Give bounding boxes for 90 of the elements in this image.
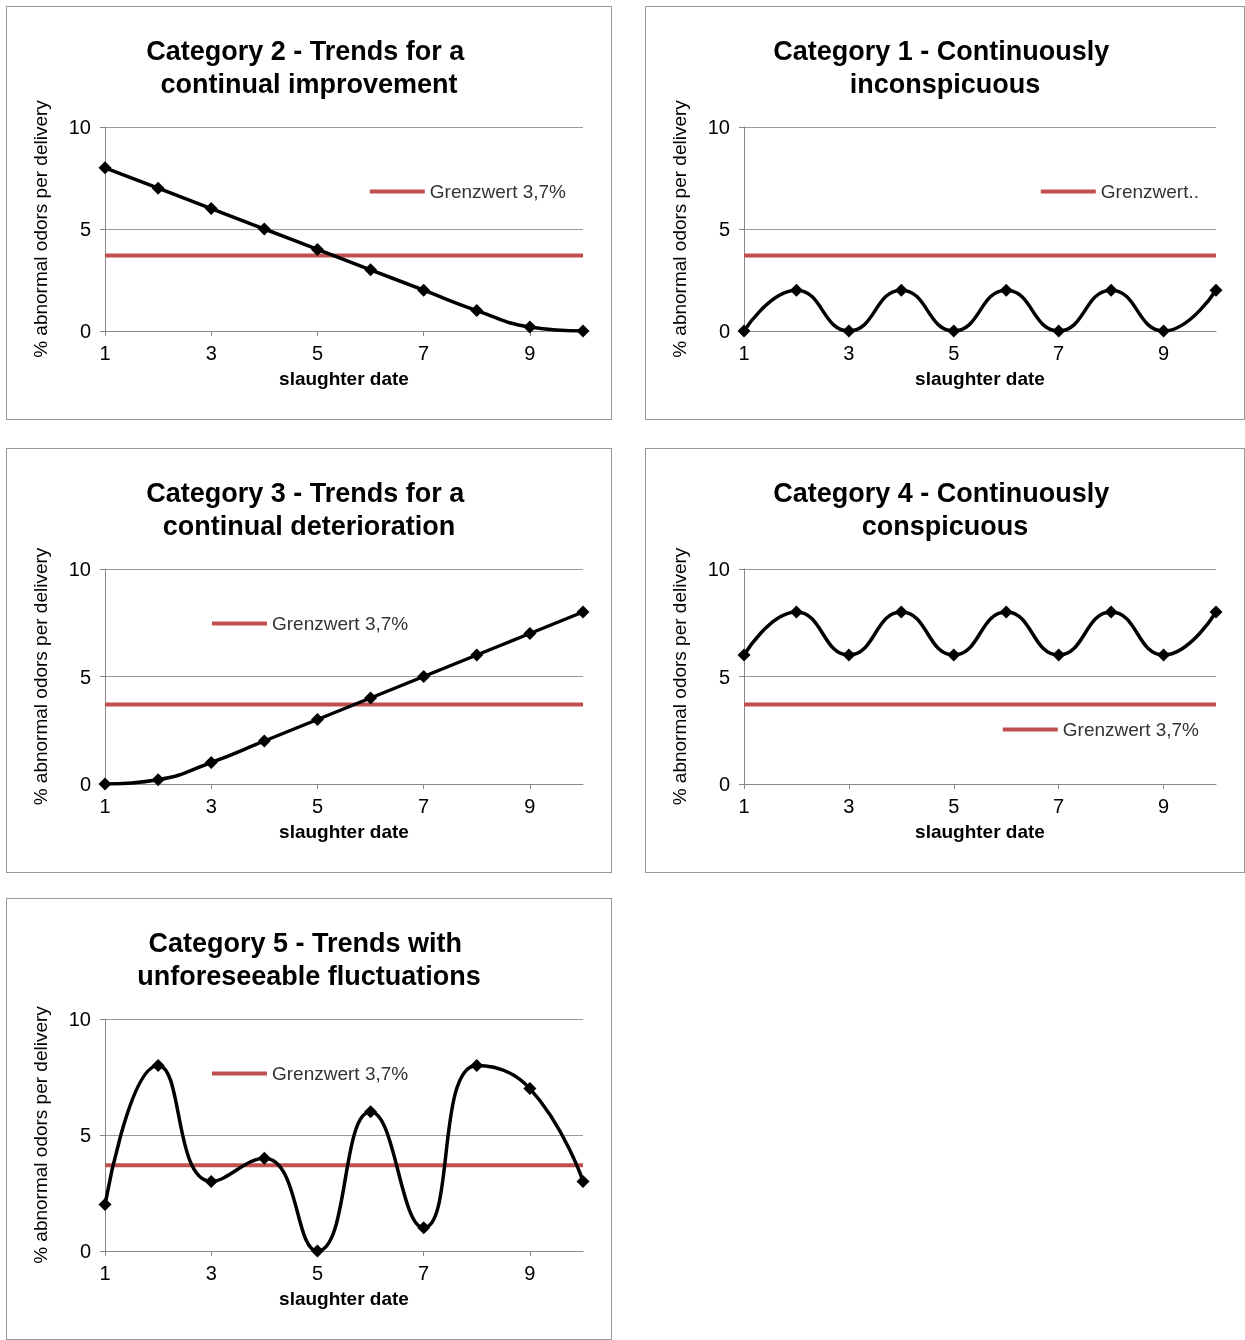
point <box>523 627 537 640</box>
chart-title: Category 3 - Trends for a continual deterioration <box>146 477 472 541</box>
y-axis-title: % abnormal odors per delivery <box>30 547 51 806</box>
x-tick-label: 7 <box>418 795 430 817</box>
point <box>257 222 271 236</box>
x-axis-title: slaughter date <box>279 368 409 389</box>
y-tick-label: 5 <box>79 665 91 688</box>
y-tick-label: 10 <box>68 1008 91 1030</box>
y-tick-label: 10 <box>707 116 730 138</box>
x-tick-label: 1 <box>99 795 111 817</box>
x-tick-label: 3 <box>843 342 855 364</box>
chart-title: Category 1 - Continuously inconspicuous <box>773 35 1117 99</box>
legend-label: Grenzwert 3,7% <box>1062 719 1200 740</box>
point <box>257 734 271 748</box>
point <box>151 181 165 195</box>
x-axis-title: slaughter date <box>279 1288 409 1309</box>
point <box>204 1174 218 1188</box>
x-axis-title: slaughter date <box>279 821 409 842</box>
x-tick-label: 3 <box>205 1262 217 1284</box>
point <box>523 320 537 334</box>
y-tick-label: 0 <box>718 320 730 342</box>
y-tick-label: 10 <box>707 558 730 580</box>
x-tick-label: 5 <box>948 342 960 364</box>
x-axis-title: slaughter date <box>915 821 1045 842</box>
x-tick-label: 9 <box>524 1262 536 1284</box>
point <box>151 1058 165 1072</box>
y-tick-label: 5 <box>79 1124 91 1146</box>
y-tick-label: 5 <box>718 218 730 240</box>
point <box>364 1105 378 1119</box>
point <box>576 324 590 338</box>
point <box>310 1244 324 1258</box>
legend-label: Grenzwert.. <box>1100 181 1200 202</box>
chart-title: Category 5 - Trends with unforeseeable fluctuations <box>137 927 481 991</box>
x-tick-label: 9 <box>524 342 536 364</box>
x-tick-label: 7 <box>1053 342 1065 364</box>
x-tick-label: 1 <box>738 342 750 364</box>
legend-label: Grenzwert 3,7% <box>272 1063 409 1084</box>
x-tick-label: 9 <box>1157 795 1170 817</box>
point <box>576 605 590 619</box>
point <box>364 691 378 705</box>
point <box>470 648 484 662</box>
x-tick-label: 1 <box>99 342 111 364</box>
legend-label: Grenzwert 3,7% <box>272 613 409 634</box>
x-tick-label: 5 <box>311 342 324 364</box>
y-tick-label: 0 <box>718 773 730 795</box>
x-tick-label: 5 <box>948 795 960 817</box>
x-axis-title: slaughter date <box>915 368 1045 389</box>
point <box>98 1198 112 1212</box>
x-tick-label: 7 <box>418 342 430 364</box>
chart-title: Category 2 - Trends for a continual improvement <box>146 35 472 99</box>
x-tick-label: 1 <box>99 1262 111 1284</box>
x-tick-label: 9 <box>524 795 536 817</box>
y-axis-title: % abnormal odors per delivery <box>669 99 690 358</box>
point <box>417 1221 431 1235</box>
point <box>470 1058 484 1072</box>
point <box>310 242 324 256</box>
y-tick-label: 5 <box>79 218 91 240</box>
y-tick-label: 10 <box>68 558 91 580</box>
y-tick-label: 0 <box>79 1240 91 1262</box>
x-tick-label: 1 <box>738 795 750 817</box>
x-tick-label: 5 <box>311 795 324 817</box>
x-tick-label: 3 <box>205 795 217 817</box>
point <box>576 1174 590 1188</box>
point <box>310 713 324 726</box>
y-tick-label: 0 <box>79 320 91 342</box>
y-tick-label: 10 <box>68 116 91 138</box>
legend-label: Grenzwert 3,7% <box>429 181 567 202</box>
y-tick-label: 5 <box>718 665 730 688</box>
x-tick-label: 7 <box>1053 795 1065 817</box>
point <box>470 304 484 318</box>
y-axis-title: % abnormal odors per delivery <box>669 547 690 806</box>
point <box>523 1082 537 1096</box>
chart-title: Category 4 - Continuously conspicuous <box>773 477 1117 541</box>
point <box>417 670 431 683</box>
y-axis-title: % abnormal odors per delivery <box>30 99 51 358</box>
point <box>364 263 378 277</box>
point <box>151 773 165 787</box>
point <box>98 777 112 791</box>
x-tick-label: 3 <box>843 795 855 817</box>
point <box>204 202 218 216</box>
x-tick-label: 5 <box>311 1262 324 1284</box>
point <box>98 161 112 175</box>
point <box>257 1151 271 1165</box>
point <box>417 283 431 297</box>
y-tick-label: 0 <box>79 773 91 795</box>
x-tick-label: 3 <box>205 342 217 364</box>
point <box>204 756 218 769</box>
y-axis-title: % abnormal odors per delivery <box>30 1005 51 1264</box>
x-tick-label: 7 <box>418 1262 430 1284</box>
x-tick-label: 9 <box>1157 342 1170 364</box>
